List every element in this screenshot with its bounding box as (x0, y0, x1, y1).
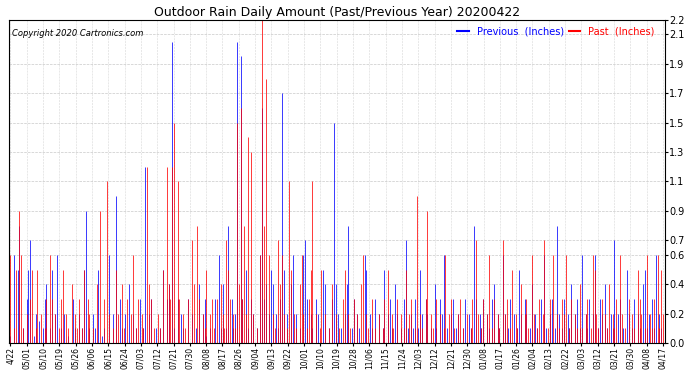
Legend: Previous  (Inches), Past  (Inches): Previous (Inches), Past (Inches) (453, 23, 658, 41)
Title: Outdoor Rain Daily Amount (Past/Previous Year) 20200422: Outdoor Rain Daily Amount (Past/Previous… (154, 6, 520, 18)
Text: Copyright 2020 Cartronics.com: Copyright 2020 Cartronics.com (12, 29, 144, 38)
